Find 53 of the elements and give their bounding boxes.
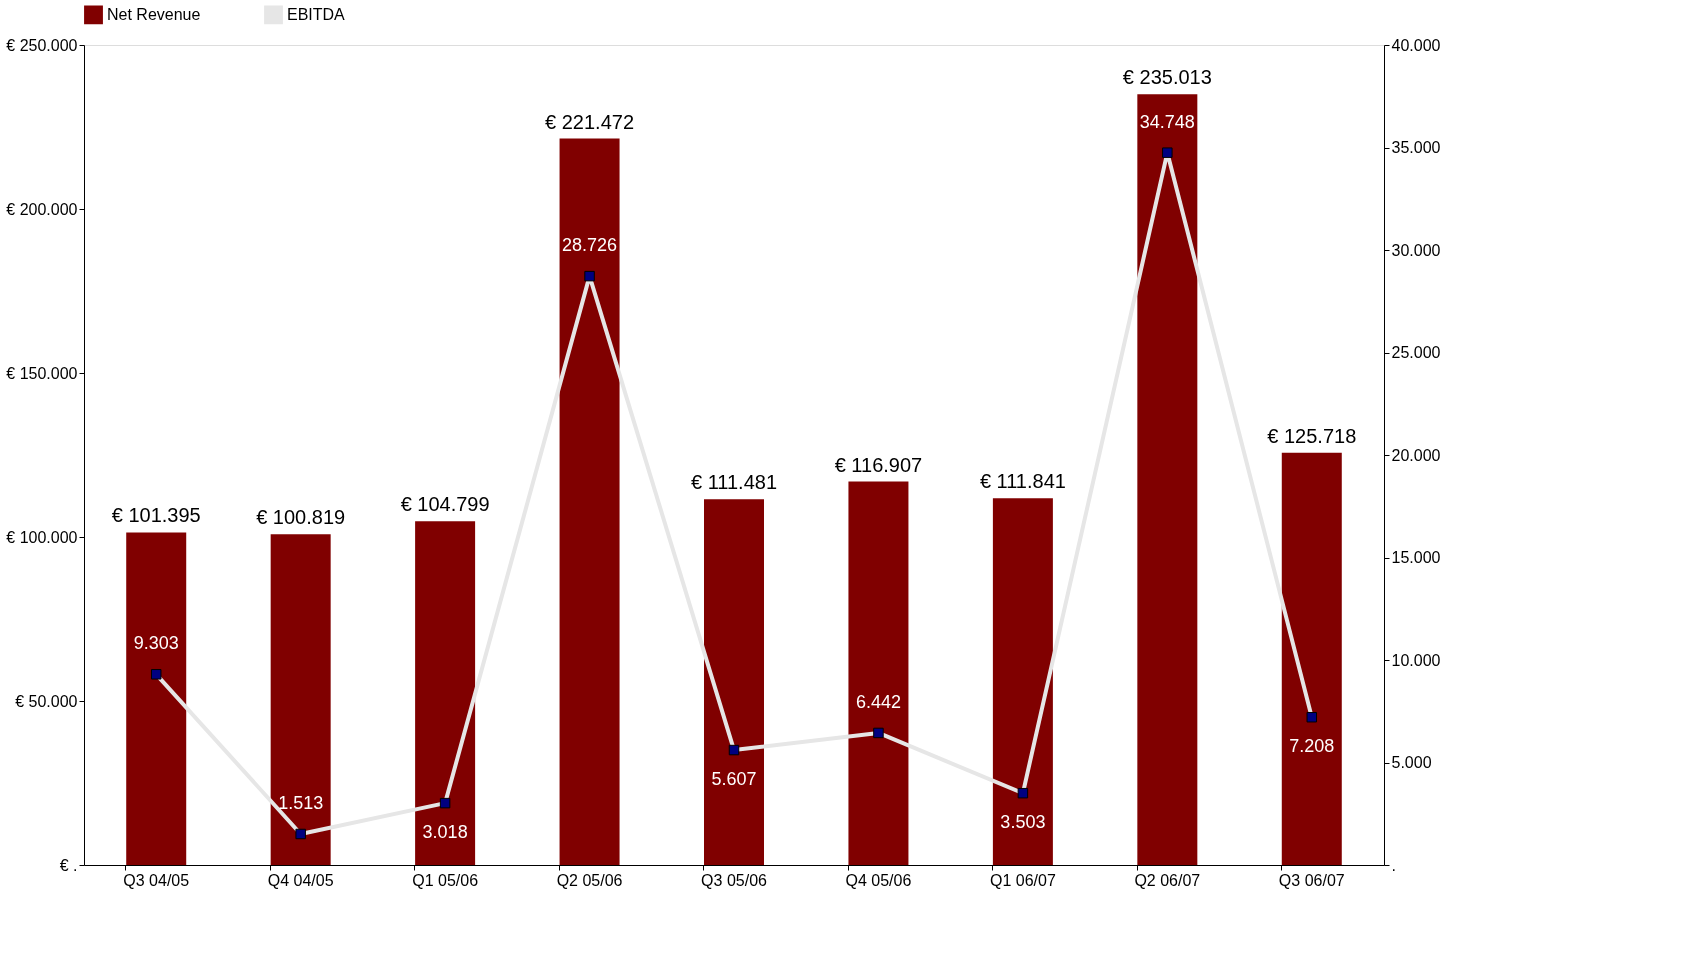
y2-tick-label: . (1391, 856, 1396, 874)
data-label: € 104.799 (400, 493, 490, 516)
x-tick-label: Q2 06/07 (1134, 871, 1201, 889)
y2-tick-label: 5.000 (1391, 754, 1432, 771)
y2-tick-label: 10.000 (1391, 651, 1441, 669)
y2-tick-label: 20.000 (1391, 446, 1441, 464)
legend-label: EBITDA (287, 5, 346, 23)
y2-tick-label: 40.000 (1391, 36, 1441, 54)
data-label: 1.513 (278, 792, 324, 813)
data-label: € 100.819 (256, 506, 346, 529)
y2-tick-label: 15.000 (1391, 549, 1441, 566)
bar (848, 481, 909, 865)
x-tick-label: Q2 05/06 (556, 871, 623, 889)
y2-tick-label: 30.000 (1391, 241, 1441, 259)
data-label: € 111.841 (979, 470, 1066, 493)
data-label: 7.208 (1289, 736, 1335, 757)
y2-tick-label: 25.000 (1391, 344, 1441, 361)
data-label: 3.018 (422, 822, 468, 843)
data-label: 9.303 (133, 633, 179, 654)
data-label: € 235.013 (1122, 66, 1212, 89)
x-tick-label: Q1 05/06 (412, 871, 479, 889)
y-tick-label: € 100.000 (6, 528, 78, 546)
bar (415, 521, 476, 865)
data-label: € 111.481 (690, 471, 778, 494)
bar (704, 499, 764, 865)
x-tick-label: Q4 05/06 (845, 871, 912, 889)
data-label: € 116.907 (834, 453, 923, 476)
x-tick-label: Q3 04/05 (123, 871, 190, 889)
y-tick-label: € . (59, 856, 78, 874)
y-tick-label: € 250.000 (6, 36, 78, 54)
x-tick-label: Q4 04/05 (267, 871, 334, 889)
data-label: 3.503 (1000, 812, 1046, 833)
x-tick-label: Q1 06/07 (989, 871, 1056, 889)
data-label: € 125.718 (1267, 424, 1357, 447)
x-tick-label: Q3 06/07 (1278, 871, 1345, 889)
bar (992, 498, 1053, 865)
y-tick-label: € 50.000 (15, 692, 78, 710)
y-tick-label: € 200.000 (6, 200, 78, 218)
bar (1137, 94, 1198, 865)
data-label: € 221.472 (545, 110, 635, 133)
data-label: € 101.395 (111, 504, 201, 527)
x-tick-label: Q3 05/06 (701, 871, 768, 889)
legend-label: Net Revenue (107, 5, 201, 23)
data-label: 28.726 (562, 235, 618, 256)
data-label: 34.748 (1139, 111, 1195, 132)
bar (1281, 452, 1342, 865)
data-label: 5.607 (711, 769, 757, 790)
data-label: 6.442 (855, 691, 901, 712)
bar (126, 532, 187, 865)
bar (270, 534, 331, 865)
y2-tick-label: 35.000 (1391, 139, 1441, 156)
y-tick-label: € 150.000 (6, 364, 78, 382)
bar (559, 138, 620, 865)
